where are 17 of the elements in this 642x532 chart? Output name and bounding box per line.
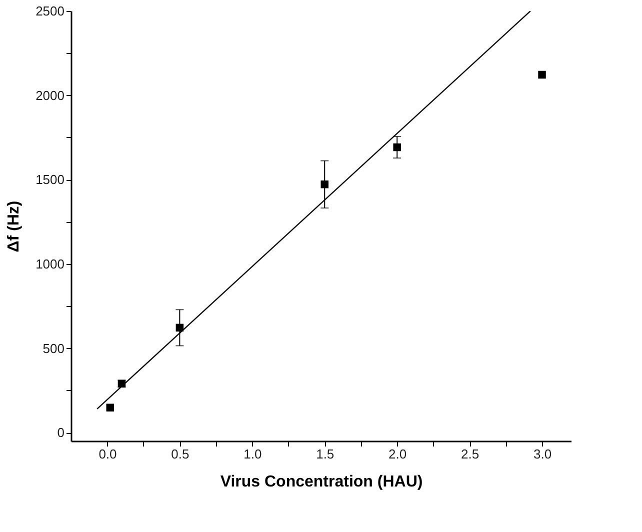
y-tick-label: 2000 bbox=[36, 88, 64, 103]
point bbox=[538, 70, 546, 79]
x-tick-label: 3.0 bbox=[533, 446, 552, 462]
y-tick-label: 2500 bbox=[36, 4, 64, 18]
x-tick-label: 1.5 bbox=[316, 446, 334, 462]
x-tick-label: 2.5 bbox=[461, 446, 480, 462]
x-axis-title: Virus Concentration (HAU) bbox=[220, 474, 423, 490]
y-axis-title: Δf (Hz) bbox=[6, 200, 23, 252]
x-tick-label: 0.5 bbox=[171, 446, 190, 462]
x-tick-label: 1.0 bbox=[244, 446, 262, 462]
y-tick-label: 1500 bbox=[36, 172, 64, 188]
y-tick-label: 1000 bbox=[36, 256, 64, 272]
y-tick-label: 0 bbox=[57, 425, 64, 440]
x-tick-label: 2.0 bbox=[388, 446, 407, 462]
x-tick-label: 0.0 bbox=[98, 446, 117, 462]
y-tick-label: 500 bbox=[42, 340, 64, 356]
point bbox=[106, 404, 114, 412]
